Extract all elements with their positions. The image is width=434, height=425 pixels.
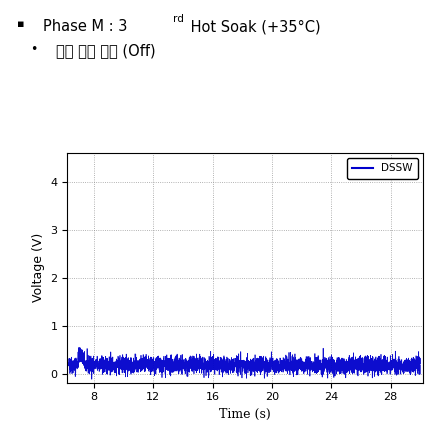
Text: •: • <box>30 43 38 57</box>
Text: rd: rd <box>173 14 184 24</box>
Text: Phase M : 3: Phase M : 3 <box>43 19 128 34</box>
Legend: DSSW: DSSW <box>347 158 418 178</box>
X-axis label: Time (s): Time (s) <box>219 408 271 421</box>
Text: Hot Soak (+35°C): Hot Soak (+35°C) <box>186 19 320 34</box>
Text: 정상 기능 확인 (Off): 정상 기능 확인 (Off) <box>56 43 156 58</box>
Y-axis label: Voltage (V): Voltage (V) <box>32 233 45 302</box>
Text: ▪: ▪ <box>17 19 25 29</box>
